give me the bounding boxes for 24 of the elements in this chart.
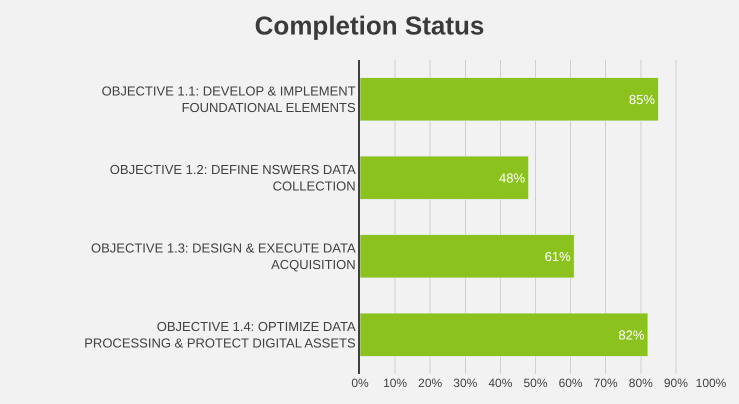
x-tick-label: 30% bbox=[453, 376, 478, 390]
y-tick-label: OBJECTIVE 1.4: OPTIMIZE DATA PROCESSING & PROTECT DIGITAL ASSETS bbox=[84, 318, 356, 351]
data-label: 85% bbox=[628, 92, 656, 107]
x-tick-label: 100% bbox=[696, 376, 727, 390]
bar bbox=[360, 312, 648, 357]
x-tick-label: 0% bbox=[351, 376, 369, 390]
x-tick-label: 40% bbox=[488, 376, 513, 390]
y-tick-label: OBJECTIVE 1.3: DESIGN & EXECUTE DATA ACQUISITION bbox=[91, 240, 356, 272]
x-tick-label: 60% bbox=[558, 376, 583, 390]
x-tick-label: 90% bbox=[664, 376, 688, 390]
x-tick-label: 10% bbox=[383, 376, 408, 390]
data-label: 48% bbox=[499, 170, 526, 186]
data-label: 82% bbox=[618, 327, 645, 342]
x-tick-label: 50% bbox=[523, 376, 548, 390]
bar bbox=[360, 77, 659, 122]
x-tick-label: 20% bbox=[418, 376, 443, 390]
x-tick-label: 70% bbox=[594, 376, 618, 390]
y-tick-label: OBJECTIVE 1.1: DEVELOP & IMPLEMENT FOUNDATIONAL ELEMENTS bbox=[102, 83, 356, 116]
chart-title: Completion Status bbox=[254, 10, 484, 40]
y-tick-label: OBJECTIVE 1.2: DEFINE NSWERS DATA COLLECTION bbox=[110, 162, 356, 194]
x-tick-label: 80% bbox=[628, 376, 654, 390]
data-label: 61% bbox=[544, 248, 572, 264]
bar bbox=[360, 156, 529, 200]
bar bbox=[360, 234, 574, 278]
